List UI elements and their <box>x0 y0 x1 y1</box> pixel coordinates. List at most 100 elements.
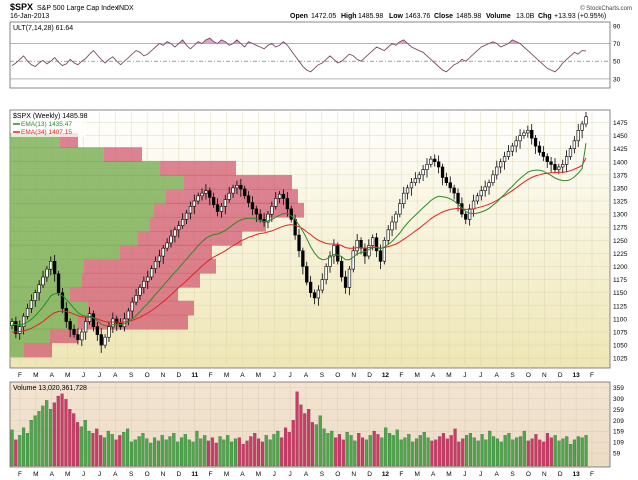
price-tick-label: 1200 <box>613 264 628 271</box>
ema13-label: EMA(13) 1435.47 <box>21 121 72 128</box>
candle-body <box>223 199 228 207</box>
volume-bar <box>245 440 249 467</box>
volume-x-tick-label: J <box>288 471 291 478</box>
candle-body <box>41 276 45 286</box>
candle-body <box>184 212 189 220</box>
volume-value: 13.0B <box>516 13 535 20</box>
candle-body <box>138 287 142 296</box>
vbp-up-bar <box>10 160 160 176</box>
candle-body <box>576 130 580 142</box>
vbp-down-bar <box>50 328 78 344</box>
volume-title: Volume 13,020,361,728 <box>13 385 87 392</box>
volume-bar <box>125 428 130 467</box>
volume-bar <box>507 433 511 467</box>
candle-body <box>196 195 200 202</box>
price-tick-label: 1450 <box>613 133 628 140</box>
volume-bar <box>307 409 311 467</box>
volume-bar <box>33 415 37 467</box>
price-x-tick-label: M <box>33 372 38 379</box>
candle-body <box>235 185 239 189</box>
volume-bar <box>492 436 496 467</box>
vbp-up-bar <box>10 300 88 316</box>
candle-body <box>506 151 511 157</box>
candle-body <box>204 190 208 194</box>
candle-body <box>405 187 410 194</box>
volume-bar <box>64 399 68 467</box>
volume-label: Volume <box>486 13 511 20</box>
volume-bar <box>10 429 14 467</box>
candle-body <box>99 334 103 346</box>
volume-bar <box>226 435 230 467</box>
candle-body <box>553 164 557 170</box>
volume-bar <box>29 420 33 467</box>
candle-body <box>518 135 522 142</box>
candle-body <box>526 130 530 134</box>
volume-bar <box>183 434 187 467</box>
high-label: High <box>341 13 357 20</box>
candle-body <box>328 255 332 267</box>
price-panel: 1025 1050 1075 1100 1125 1150 1175 1200 1225 1250… <box>9 109 628 369</box>
volume-x-tick-label: D <box>367 471 372 478</box>
price-tick-label: 1325 <box>613 199 628 206</box>
volume-bar <box>395 429 399 467</box>
price-x-tick-label: D <box>367 372 372 379</box>
price-tick-label: 1125 <box>613 303 627 310</box>
volume-bar <box>484 439 488 467</box>
candle-body <box>359 240 363 249</box>
candle-body <box>64 308 68 322</box>
volume-bar <box>472 437 476 467</box>
price-x-tick-label: J <box>288 372 291 379</box>
candle-body <box>305 266 309 283</box>
volume-bar <box>237 437 241 467</box>
vbp-up-bar <box>10 216 150 232</box>
volume-bar <box>75 422 80 467</box>
price-tick-label: 1300 <box>613 212 628 219</box>
candle-body <box>169 235 173 244</box>
candle-body <box>72 328 76 335</box>
price-x-tick-label: 13 <box>572 372 580 379</box>
volume-bar <box>48 409 53 467</box>
price-x-tick-label: 12 <box>382 372 390 379</box>
ema13-line <box>11 143 587 327</box>
candle-body <box>320 279 324 291</box>
vbp-up-bar <box>10 272 82 288</box>
candle-body <box>312 292 317 299</box>
candle-body <box>200 192 204 197</box>
volume-bar <box>511 439 515 467</box>
candle-body <box>530 130 534 139</box>
candle-body <box>301 250 305 267</box>
price-x-tick-label: J <box>82 372 85 379</box>
volume-x-tick-label: J <box>479 471 482 478</box>
price-tick-label: 1425 <box>613 146 628 153</box>
volume-bar <box>72 413 76 467</box>
vbp-up-bar <box>10 244 120 260</box>
low-value: 1463.76 <box>405 13 430 20</box>
candle-body <box>49 260 53 270</box>
candle-body <box>471 200 476 210</box>
candle-body <box>370 237 375 246</box>
open-label: Open <box>290 13 308 20</box>
volume-x-tick-label: J <box>273 471 276 478</box>
candle-body <box>227 192 231 200</box>
volume-bar <box>326 433 330 467</box>
volume-bar <box>264 435 268 467</box>
price-x-tick-label: N <box>161 372 166 379</box>
volume-bar <box>284 427 288 467</box>
volume-bar <box>299 404 303 467</box>
candle-body <box>355 240 359 252</box>
volume-x-tick-label: A <box>431 471 436 478</box>
candle-body <box>429 158 433 165</box>
vbp-up-bar <box>10 231 138 246</box>
volume-x-tick-label: M <box>224 471 229 478</box>
price-x-tick-label: M <box>224 372 229 379</box>
candle-body <box>444 177 449 183</box>
price-tick-label: 1350 <box>613 185 628 192</box>
volume-bar <box>580 437 584 467</box>
volume-x-tick-label: A <box>240 471 245 478</box>
volume-bar <box>584 435 588 467</box>
candle-body <box>487 182 491 188</box>
volume-bar <box>457 441 461 467</box>
candle-body <box>398 203 402 215</box>
candle-body <box>258 213 262 220</box>
vbp-up-bar <box>10 147 104 162</box>
